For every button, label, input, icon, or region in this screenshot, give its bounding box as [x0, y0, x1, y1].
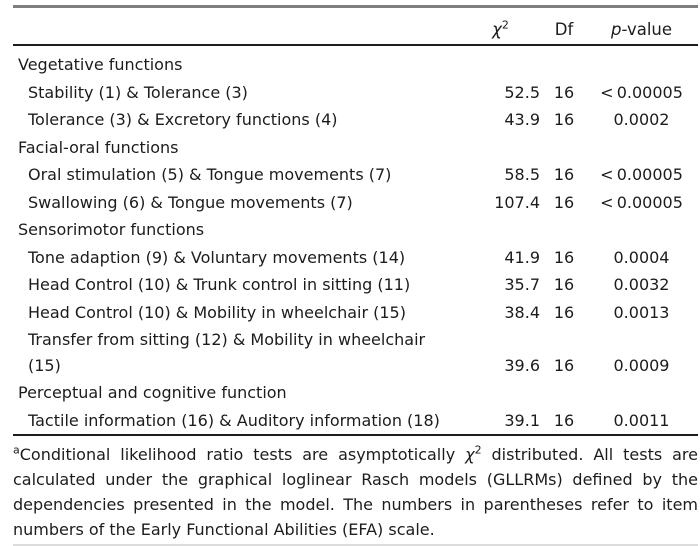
table-row: Tactile information (16) & Auditory info… — [13, 407, 698, 436]
p-value: 0.0009 — [613, 355, 670, 375]
p-value: 0.0004 — [613, 247, 670, 267]
header-row: χ2 Df p-value — [13, 6, 698, 46]
footnote-marker: a — [13, 443, 20, 457]
chi2-value: 41.9 — [504, 247, 540, 267]
table-row: Tone adaption (9) & Voluntary movements … — [13, 244, 698, 272]
header-chi-squared: χ2 — [458, 6, 543, 46]
footnote-chi-squared: χ2 — [465, 445, 481, 464]
p-value: 0.0032 — [613, 275, 670, 294]
p-rest: -value — [621, 20, 673, 39]
p-value: 0.0013 — [613, 302, 670, 322]
df-value: 16 — [553, 247, 575, 267]
table-row: Tolerance (3) & Excretory functions (4) 4… — [13, 106, 698, 134]
header-df: Df — [543, 6, 585, 46]
chi2-value: 43.9 — [504, 110, 540, 129]
p-value: < 0.00005 — [600, 82, 683, 102]
row-label: Tactile information (16) & Auditory info… — [28, 410, 440, 430]
chi-symbol: χ — [492, 20, 502, 39]
chi2-value: 38.4 — [504, 302, 540, 322]
chi2-value: 39.1 — [504, 410, 540, 430]
row-label: Transfer from sitting (12) & Mobility in… — [28, 330, 426, 375]
group-label: Perceptual and cognitive function — [18, 383, 287, 402]
table-row: Swallowing (6) & Tongue movements (7) 107… — [13, 189, 698, 217]
row-label: Tone adaption (9) & Voluntary movements … — [28, 247, 406, 267]
footnote-text-before: Conditional likelihood ratio tests are a… — [19, 445, 466, 464]
p-value: 0.0002 — [613, 110, 670, 129]
chi2-value: 107.4 — [494, 192, 540, 212]
table-row: Transfer from sitting (12) & Mobility in… — [13, 326, 698, 379]
group-label: Vegetative functions — [18, 55, 183, 74]
row-label: Stability (1) & Tolerance (3) — [28, 82, 248, 102]
df-value: 16 — [553, 275, 575, 294]
table-body: Vegetative functions Stability (1) & Tole… — [13, 45, 698, 435]
df-value: 16 — [553, 110, 575, 129]
statistics-table: χ2 Df p-value Vegetative functions Stabil… — [13, 5, 698, 436]
table-footnote: aConditional likelihood ratio tests are … — [13, 442, 698, 542]
chi2-value: 35.7 — [504, 275, 540, 294]
chi2-value: 39.6 — [504, 355, 540, 375]
group-row: Facial-oral functions — [13, 134, 698, 162]
p-value: < 0.00005 — [600, 192, 683, 212]
group-label: Facial-oral functions — [18, 137, 179, 157]
row-label: Oral stimulation (5) & Tongue movements … — [28, 165, 392, 184]
df-value: 16 — [553, 165, 575, 184]
group-row: Perceptual and cognitive function — [13, 379, 698, 407]
header-p-value: p-value — [585, 6, 698, 46]
p-value: 0.0011 — [613, 410, 670, 430]
table-header: χ2 Df p-value — [13, 6, 698, 46]
chi2-value: 58.5 — [504, 165, 540, 184]
table-row: Stability (1) & Tolerance (3) 52.5 16 < 0.0… — [13, 79, 698, 107]
chi-superscript: 2 — [474, 443, 482, 457]
df-value: 16 — [553, 82, 575, 102]
row-label: Head Control (10) & Trunk control in sit… — [28, 275, 411, 294]
table-row: Oral stimulation (5) & Tongue movements … — [13, 161, 698, 189]
group-row: Vegetative functions — [13, 45, 698, 79]
df-value: 16 — [553, 192, 575, 212]
df-value: 16 — [553, 355, 575, 375]
chi-symbol: χ — [465, 445, 475, 464]
chi2-value: 52.5 — [504, 82, 540, 102]
p-value: < 0.00005 — [600, 165, 683, 184]
row-label: Head Control (10) & Mobility in wheelcha… — [28, 302, 406, 322]
group-row: Sensorimotor functions — [13, 216, 698, 244]
df-value: 16 — [553, 410, 575, 430]
group-label: Sensorimotor functions — [18, 220, 205, 239]
row-label: Swallowing (6) & Tongue movements (7) — [28, 192, 353, 212]
table-row: Head Control (10) & Mobility in wheelcha… — [13, 299, 698, 327]
header-empty-cell — [13, 6, 458, 46]
p-italic: p — [610, 20, 622, 39]
chi-superscript: 2 — [501, 18, 509, 32]
row-label: Tolerance (3) & Excretory functions (4) — [28, 110, 338, 129]
table-row: Head Control (10) & Trunk control in sit… — [13, 271, 698, 299]
df-value: 16 — [553, 302, 575, 322]
